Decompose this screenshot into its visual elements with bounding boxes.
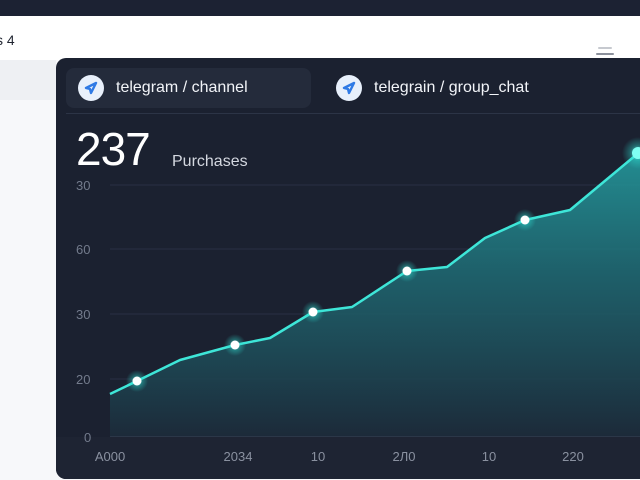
data-points [126,137,640,392]
window-top-bar [0,0,640,16]
analytics-card: telegram / channel telegrain / group_cha… [56,58,640,479]
hamburger-menu-icon [598,47,612,49]
tab-divider [66,113,640,114]
side-panel [0,60,56,100]
x-tick: 10 [481,449,497,464]
hamburger-menu-icon-line [596,53,614,55]
x-tick: 220 [562,449,584,464]
telegram-icon [336,75,362,101]
trend-line [109,150,640,396]
tab-telegram-group-chat[interactable]: telegrain / group_chat [324,68,604,108]
area-fill [110,152,640,437]
y-tick: 0 [84,430,92,445]
app-header: s 4 [0,16,640,60]
metric-value: 237 [76,123,151,175]
y-tick: 20 [76,372,91,387]
metric-label: Purchases [172,153,248,170]
tab-telegram-channel[interactable]: telegram / channel [66,68,311,108]
telegram-icon [78,75,104,101]
tab-label: telegrain / group_chat [374,79,529,96]
x-tick: 2Л0 [392,449,416,464]
x-tick: 10 [310,449,326,464]
tab-label: telegram / channel [116,79,248,96]
page-title: s 4 [0,32,15,48]
menu-button[interactable] [594,44,616,58]
purchases-area-chart [109,137,640,438]
y-tick: 30 [76,178,91,193]
y-tick: 60 [76,242,91,257]
y-tick: 30 [76,307,91,322]
x-tick: 2034 [223,449,253,464]
x-axis-band [56,437,640,479]
x-tick: A000 [94,449,126,464]
